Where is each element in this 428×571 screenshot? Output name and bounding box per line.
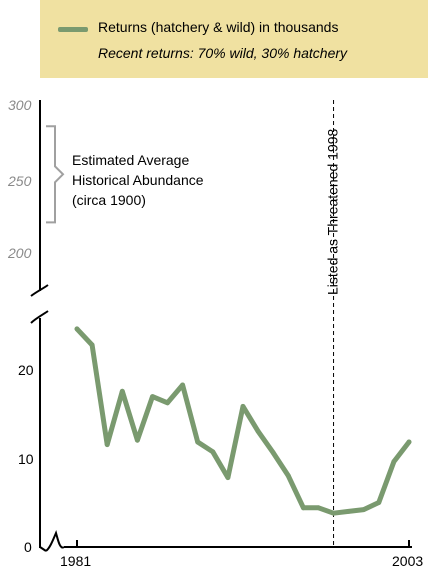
historical-label-line1: Estimated Average (72, 152, 189, 168)
data-point (180, 382, 186, 388)
historical-range-bracket (46, 125, 65, 224)
data-point (331, 510, 336, 516)
threatened-label: Listed as Threatened 1998 (325, 128, 341, 295)
x-axis-start-link (39, 546, 47, 552)
historical-label-line3: (circa 1900) (72, 192, 146, 208)
legend-series-label: Returns (hatchery & wild) in thousands (98, 19, 339, 35)
returns-series (74, 326, 412, 516)
axis-break-bottom (30, 310, 49, 324)
data-point (406, 439, 412, 445)
data-point (104, 442, 110, 447)
data-point (376, 500, 382, 505)
upper-tick-200: 200 (7, 245, 32, 261)
data-point (255, 428, 261, 434)
lower-tick-0: 0 (24, 539, 32, 555)
data-point (89, 342, 95, 348)
series-line (74, 326, 412, 516)
data-point (150, 394, 155, 399)
axis-break-top (30, 284, 49, 297)
upper-tick-300: 300 (8, 97, 32, 113)
x-label-end: 2003 (392, 553, 423, 569)
x-label-start: 1981 (60, 553, 91, 569)
data-point (240, 404, 246, 409)
data-point (74, 326, 80, 332)
lower-tick-20: 20 (18, 362, 34, 378)
legend-note: Recent returns: 70% wild, 30% hatchery (98, 45, 348, 61)
data-point (210, 449, 216, 455)
data-point (301, 505, 306, 511)
historical-label-line2: Historical Abundance (72, 172, 204, 188)
upper-tick-250: 250 (7, 173, 32, 189)
data-point (391, 459, 397, 464)
data-point (361, 507, 367, 512)
data-point (195, 439, 201, 445)
legend: Returns (hatchery & wild) in thousands R… (40, 0, 428, 78)
data-point (135, 437, 140, 443)
data-point (346, 509, 351, 514)
x-axis-break (45, 530, 65, 552)
legend-swatch (58, 27, 88, 32)
data-point (165, 400, 170, 406)
data-point (225, 475, 231, 480)
data-point (119, 388, 125, 394)
data-point (316, 505, 321, 511)
data-point (270, 450, 276, 456)
data-point (285, 473, 291, 479)
lower-tick-10: 10 (18, 451, 34, 467)
